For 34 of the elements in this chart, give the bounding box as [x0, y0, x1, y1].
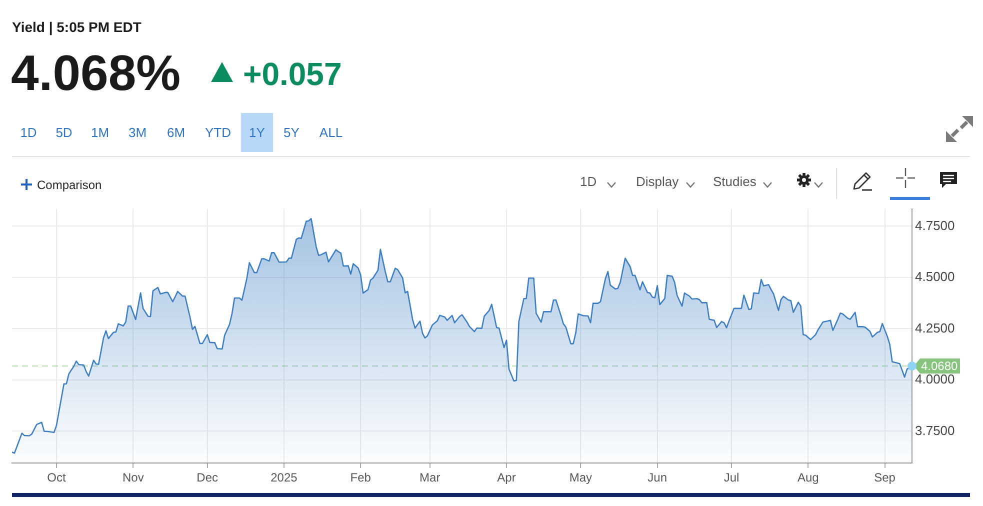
- x-tick-label: 2025: [270, 470, 298, 485]
- text: Display: [636, 174, 679, 190]
- text: +0.057: [243, 56, 342, 92]
- chart-title: Yield | 5:05 PM EDT: [12, 18, 142, 36]
- y-tick-label: 3.7500: [915, 422, 955, 438]
- x-tick-label: Feb: [350, 470, 372, 485]
- x-tick-label: Jun: [648, 470, 668, 485]
- text: 1D: [19, 124, 38, 142]
- text: ALL: [318, 124, 344, 142]
- text: Comparison: [37, 177, 102, 193]
- ref-line-label: 4.0680: [921, 358, 958, 373]
- text: 1D: [580, 174, 597, 190]
- y-tick-label: 4.5000: [915, 269, 955, 284]
- y-tick-label: 4.0000: [915, 372, 955, 387]
- text: 5D: [54, 124, 74, 142]
- text: 1Y: [241, 113, 273, 152]
- x-tick-label: Aug: [797, 470, 819, 485]
- x-tick-label: Nov: [122, 470, 144, 485]
- chart-subtitle: 4.068%: [11, 45, 181, 101]
- x-tick-label: Oct: [47, 470, 67, 485]
- text: 1M: [90, 124, 110, 142]
- x-tick-label: Sep: [874, 470, 896, 485]
- x-tick-label: Dec: [196, 470, 218, 485]
- y-tick-label: 4.7500: [915, 218, 955, 233]
- x-tick-label: May: [569, 470, 592, 485]
- text: 3M: [127, 124, 148, 142]
- x-tick-label: Apr: [497, 470, 516, 485]
- text: YTD: [204, 124, 232, 142]
- x-tick-label: Jul: [724, 470, 740, 485]
- text: 5Y: [282, 124, 300, 142]
- text: Studies: [713, 174, 756, 190]
- x-tick-label: Mar: [420, 470, 440, 485]
- text: 6M: [166, 124, 186, 142]
- y-tick-label: 4.2500: [915, 320, 955, 336]
